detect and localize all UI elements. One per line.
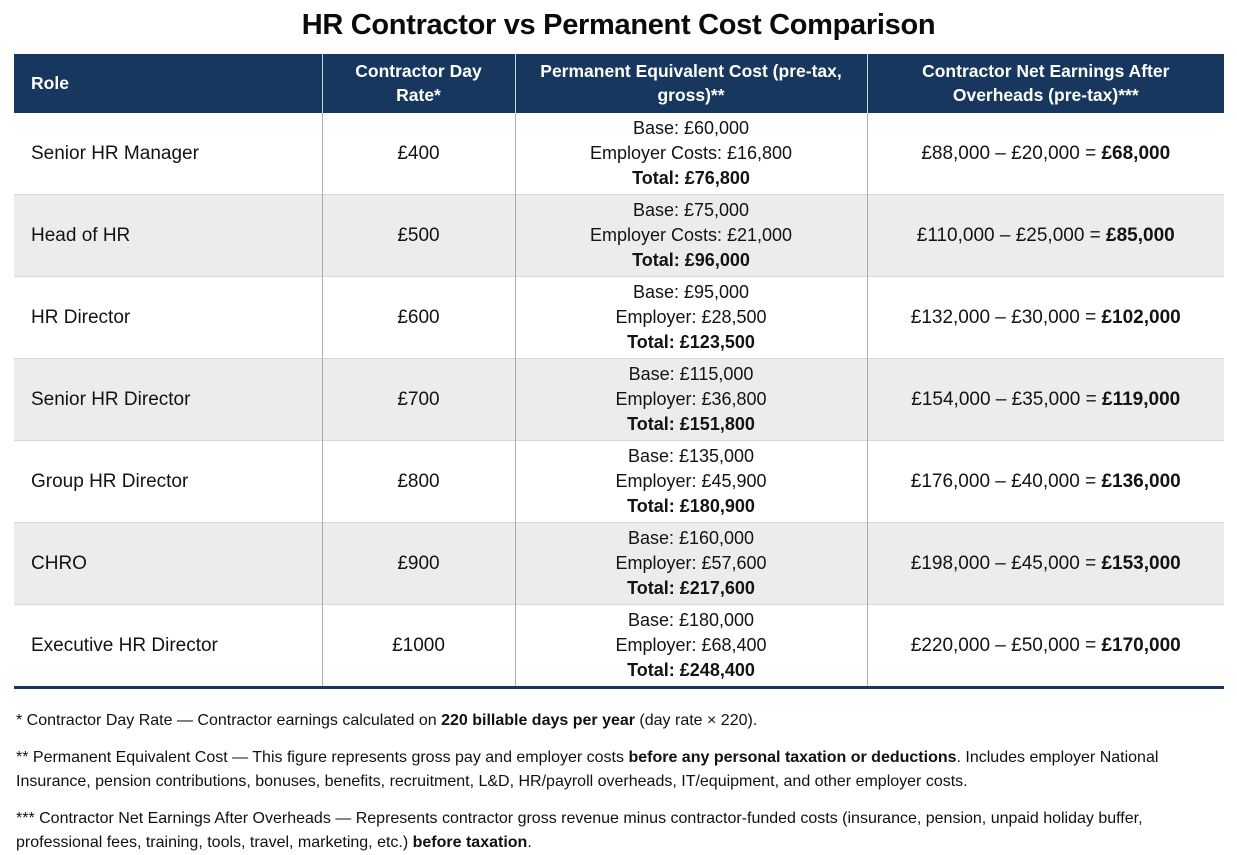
permanent-cost-cell: Base: £60,000 Employer Costs: £16,800 To… bbox=[514, 113, 867, 195]
footnote-text: . bbox=[527, 834, 532, 851]
day-rate-cell: £1000 bbox=[321, 604, 515, 688]
footnote-text: * Contractor Day Rate — Contractor earni… bbox=[16, 712, 442, 729]
footnote-bold-text: before any personal taxation or deductio… bbox=[628, 749, 957, 766]
table-row: Head of HR £500 Base: £75,000 Employer C… bbox=[14, 194, 1224, 277]
role-cell: Senior HR Director bbox=[14, 358, 322, 441]
net-calculation: £132,000 – £30,000 = bbox=[910, 306, 1102, 328]
day-rate-cell: £500 bbox=[321, 194, 515, 277]
role-cell: Group HR Director bbox=[14, 440, 322, 523]
header-row: Role Contractor Day Rate* Permanent Equi… bbox=[14, 54, 1224, 113]
net-earnings-cell: £220,000 – £50,000 = £170,000 bbox=[866, 604, 1224, 688]
table-row: CHRO £900 Base: £160,000 Employer: £57,6… bbox=[14, 522, 1224, 605]
role-cell: Executive HR Director bbox=[14, 604, 322, 688]
net-earnings-cell: £176,000 – £40,000 = £136,000 bbox=[866, 440, 1224, 523]
day-rate-cell: £400 bbox=[321, 113, 515, 195]
header-cell-permanent-cost: Permanent Equivalent Cost (pre-tax, gros… bbox=[514, 54, 867, 113]
base-cost: Base: £180,000 bbox=[627, 610, 755, 630]
table-row: Senior HR Manager £400 Base: £60,000 Emp… bbox=[14, 113, 1224, 195]
footnote-bold-text: before taxation bbox=[412, 834, 528, 851]
total-cost: Total: £151,800 bbox=[627, 414, 755, 434]
footnote-day-rate: * Contractor Day Rate — Contractor earni… bbox=[16, 709, 1221, 733]
employer-cost: Employer: £57,600 bbox=[615, 553, 767, 573]
employer-cost: Employer: £36,800 bbox=[615, 389, 767, 409]
net-calculation: £198,000 – £45,000 = bbox=[910, 552, 1102, 574]
net-calculation: £220,000 – £50,000 = bbox=[910, 634, 1102, 656]
net-result: £136,000 bbox=[1101, 470, 1181, 492]
permanent-cost-cell: Base: £135,000 Employer: £45,900 Total: … bbox=[514, 440, 867, 523]
total-cost: Total: £217,600 bbox=[627, 578, 755, 598]
total-cost: Total: £96,000 bbox=[632, 250, 750, 270]
net-earnings-cell: £110,000 – £25,000 = £85,000 bbox=[866, 194, 1224, 277]
employer-cost: Employer: £45,900 bbox=[615, 471, 767, 491]
header-cell-role: Role bbox=[14, 54, 322, 113]
permanent-cost-cell: Base: £115,000 Employer: £36,800 Total: … bbox=[514, 358, 867, 441]
day-rate-cell: £600 bbox=[321, 276, 515, 359]
role-cell: CHRO bbox=[14, 522, 322, 605]
day-rate-cell: £800 bbox=[321, 440, 515, 523]
footnote-bold-text: 220 billable days per year bbox=[441, 712, 635, 729]
total-cost: Total: £76,800 bbox=[632, 168, 750, 188]
table-row: Senior HR Director £700 Base: £115,000 E… bbox=[14, 358, 1224, 441]
table-row: Group HR Director £800 Base: £135,000 Em… bbox=[14, 440, 1224, 523]
footnote-text: (day rate × 220). bbox=[634, 712, 758, 729]
net-calculation: £110,000 – £25,000 = bbox=[916, 224, 1107, 246]
net-calculation: £88,000 – £20,000 = bbox=[921, 142, 1102, 164]
net-calculation: £176,000 – £40,000 = bbox=[910, 470, 1102, 492]
base-cost: Base: £135,000 bbox=[627, 446, 755, 466]
page-title: HR Contractor vs Permanent Cost Comparis… bbox=[301, 9, 936, 41]
day-rate-cell: £700 bbox=[321, 358, 515, 441]
footnote-text: ** Permanent Equivalent Cost — This figu… bbox=[16, 749, 629, 766]
table-header: Role Contractor Day Rate* Permanent Equi… bbox=[14, 54, 1224, 113]
role-cell: Head of HR bbox=[14, 194, 322, 277]
net-result: £85,000 bbox=[1106, 224, 1175, 246]
net-result: £153,000 bbox=[1101, 552, 1181, 574]
base-cost: Base: £160,000 bbox=[627, 528, 755, 548]
net-earnings-cell: £132,000 – £30,000 = £102,000 bbox=[866, 276, 1224, 359]
base-cost: Base: £115,000 bbox=[628, 364, 754, 384]
employer-cost: Employer Costs: £21,000 bbox=[589, 225, 793, 245]
employer-cost: Employer: £68,400 bbox=[615, 635, 767, 655]
role-cell: Senior HR Manager bbox=[31, 142, 199, 164]
employer-cost: Employer: £28,500 bbox=[615, 307, 767, 327]
net-result: £119,000 bbox=[1102, 388, 1181, 410]
net-earnings-cell: £198,000 – £45,000 = £153,000 bbox=[866, 522, 1224, 605]
base-cost: Base: £60,000 bbox=[632, 118, 750, 138]
permanent-cost-cell: Base: £160,000 Employer: £57,600 Total: … bbox=[514, 522, 867, 605]
total-cost: Total: £123,500 bbox=[627, 332, 755, 352]
footnotes-section: * Contractor Day Rate — Contractor earni… bbox=[16, 709, 1221, 855]
net-result: £102,000 bbox=[1101, 306, 1181, 328]
table-row: Executive HR Director £1000 Base: £180,0… bbox=[14, 604, 1224, 688]
net-result: £68,000 bbox=[1101, 142, 1171, 164]
footnote-net-earnings: *** Contractor Net Earnings After Overhe… bbox=[16, 807, 1221, 855]
header-cell-day-rate: Contractor Day Rate* bbox=[321, 54, 515, 113]
net-earnings-cell: £88,000 – £20,000 = £68,000 bbox=[866, 113, 1224, 195]
footnote-text: *** Contractor Net Earnings After Overhe… bbox=[16, 810, 1143, 851]
footnote-text: . Includes employer National Insurance, … bbox=[16, 749, 1159, 790]
permanent-cost-cell: Base: £95,000 Employer: £28,500 Total: £… bbox=[514, 276, 867, 359]
net-earnings-cell: £154,000 – £35,000 = £119,000 bbox=[866, 358, 1224, 441]
header-cell-net-earnings: Contractor Net Earnings After Overheads … bbox=[866, 54, 1224, 113]
total-cost: Total: £180,900 bbox=[627, 496, 755, 516]
table-row: HR Director £600 Base: £95,000 Employer:… bbox=[14, 276, 1224, 359]
base-cost: Base: £95,000 bbox=[632, 282, 750, 302]
total-cost: Total: £248,400 bbox=[627, 660, 755, 680]
table-body: Senior HR Manager £400 Base: £60,000 Emp… bbox=[14, 113, 1224, 688]
permanent-cost-cell: Base: £75,000 Employer Costs: £21,000 To… bbox=[514, 194, 867, 277]
day-rate-cell: £900 bbox=[321, 522, 515, 605]
net-calculation: £154,000 – £35,000 = bbox=[911, 388, 1102, 410]
footnote-permanent-cost: ** Permanent Equivalent Cost — This figu… bbox=[16, 746, 1221, 794]
cost-comparison-table: Role Contractor Day Rate* Permanent Equi… bbox=[14, 54, 1224, 689]
role-cell: HR Director bbox=[14, 276, 322, 359]
net-result: £170,000 bbox=[1101, 634, 1181, 656]
employer-cost: Employer Costs: £16,800 bbox=[589, 143, 793, 163]
permanent-cost-cell: Base: £180,000 Employer: £68,400 Total: … bbox=[514, 604, 867, 688]
base-cost: Base: £75,000 bbox=[632, 200, 750, 220]
